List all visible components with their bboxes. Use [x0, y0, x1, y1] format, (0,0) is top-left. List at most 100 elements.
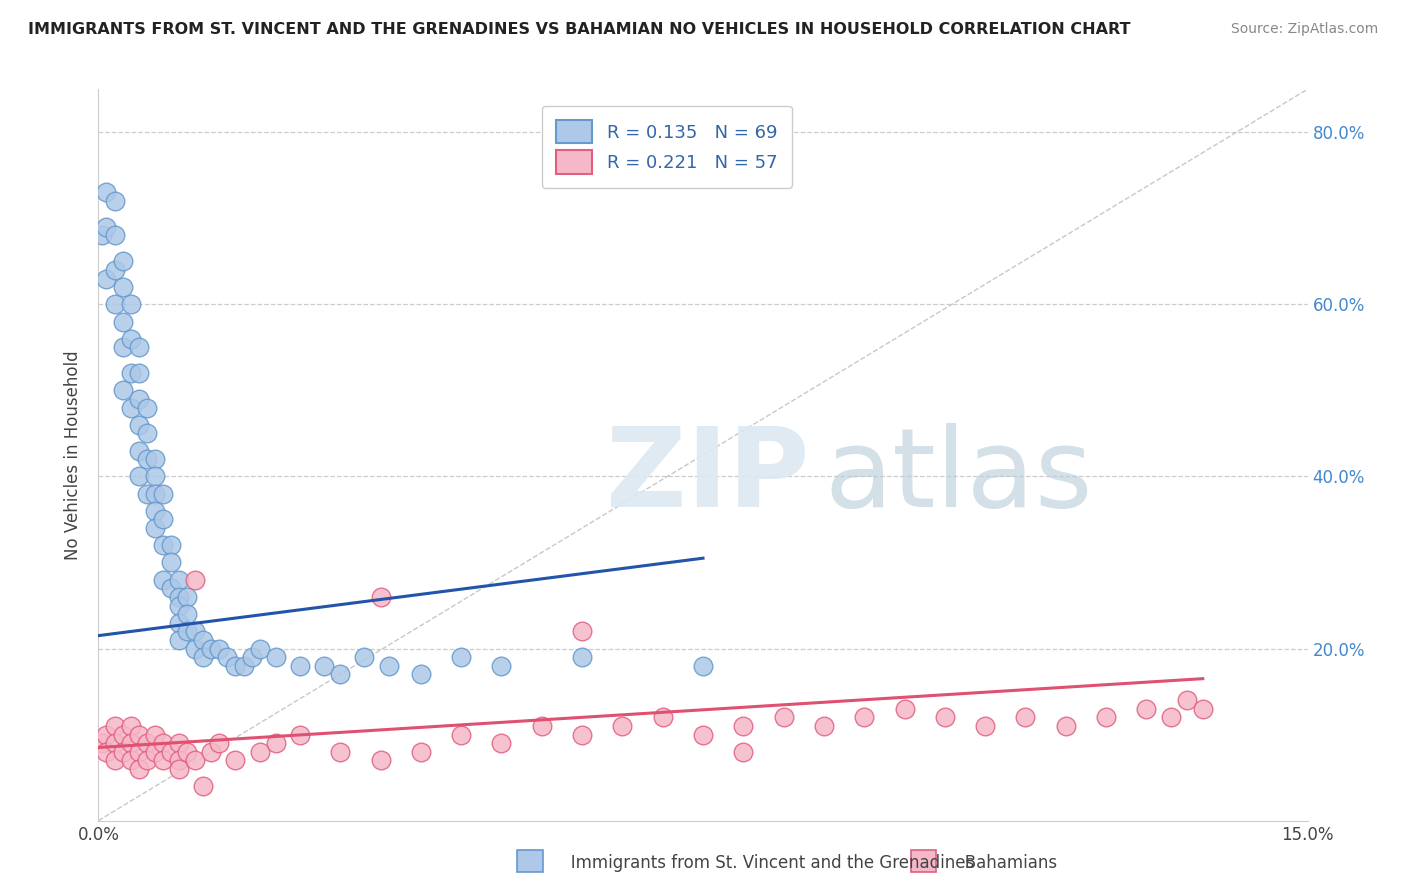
Point [651, 710, 673, 724]
Point [111, 384, 134, 398]
Point [120, 753, 142, 767]
Point [893, 702, 915, 716]
Point [208, 736, 231, 750]
Point [120, 332, 142, 346]
Point [329, 745, 352, 759]
Point [193, 650, 215, 665]
Point [128, 443, 150, 458]
Point [491, 658, 513, 673]
Point [128, 417, 150, 432]
Point [813, 719, 835, 733]
Point [111, 340, 134, 354]
Point [160, 582, 183, 596]
Point [96, 219, 118, 234]
Point [128, 745, 150, 759]
Point [571, 728, 593, 742]
Point [264, 650, 287, 665]
Point [184, 573, 207, 587]
Point [167, 736, 190, 750]
Text: Bahamians: Bahamians [928, 855, 1057, 872]
Point [193, 779, 215, 793]
Point [370, 753, 392, 767]
Point [1191, 702, 1213, 716]
Point [111, 254, 134, 268]
Point [176, 590, 198, 604]
Point [160, 745, 183, 759]
Point [208, 641, 231, 656]
Point [571, 650, 593, 665]
Point [314, 658, 336, 673]
Point [111, 728, 134, 742]
Point [1014, 710, 1036, 724]
Point [853, 710, 876, 724]
Point [200, 745, 222, 759]
Point [143, 745, 166, 759]
Point [692, 658, 714, 673]
Point [184, 624, 207, 639]
Point [128, 340, 150, 354]
Point [128, 392, 150, 406]
Point [91, 736, 114, 750]
Point [409, 745, 432, 759]
Y-axis label: No Vehicles in Household: No Vehicles in Household [65, 350, 83, 560]
FancyBboxPatch shape [911, 850, 936, 872]
Point [377, 658, 399, 673]
Point [167, 590, 190, 604]
Point [96, 186, 118, 200]
Point [733, 745, 755, 759]
Point [176, 745, 198, 759]
Point [128, 366, 150, 380]
Point [103, 194, 125, 208]
Point [264, 736, 287, 750]
Point [772, 710, 794, 724]
Text: atlas: atlas [824, 424, 1092, 531]
Point [184, 641, 207, 656]
Point [103, 736, 125, 750]
Point [143, 486, 166, 500]
Point [974, 719, 997, 733]
Point [167, 599, 190, 613]
Text: Source: ZipAtlas.com: Source: ZipAtlas.com [1230, 22, 1378, 37]
Point [160, 538, 183, 552]
Point [120, 401, 142, 415]
Point [176, 624, 198, 639]
Point [249, 745, 271, 759]
Point [103, 297, 125, 311]
Point [135, 753, 157, 767]
Point [217, 650, 239, 665]
Point [111, 314, 134, 328]
Point [135, 486, 157, 500]
Point [530, 719, 553, 733]
Point [612, 719, 634, 733]
Point [152, 512, 174, 526]
Point [1095, 710, 1118, 724]
Point [143, 452, 166, 467]
Point [128, 728, 150, 742]
Point [135, 452, 157, 467]
Point [249, 641, 271, 656]
FancyBboxPatch shape [517, 850, 543, 872]
Point [128, 469, 150, 483]
Point [120, 366, 142, 380]
Point [167, 762, 190, 776]
Point [96, 745, 118, 759]
Point [152, 573, 174, 587]
Point [143, 504, 166, 518]
Point [128, 762, 150, 776]
Point [409, 667, 432, 681]
Point [135, 426, 157, 441]
Point [111, 745, 134, 759]
Point [152, 486, 174, 500]
Point [103, 228, 125, 243]
Point [160, 556, 183, 570]
Point [288, 658, 311, 673]
Point [103, 753, 125, 767]
Point [120, 719, 142, 733]
Point [200, 641, 222, 656]
Point [1160, 710, 1182, 724]
Point [288, 728, 311, 742]
Point [329, 667, 352, 681]
Point [1135, 702, 1157, 716]
Text: ZIP: ZIP [606, 424, 810, 531]
Point [143, 728, 166, 742]
